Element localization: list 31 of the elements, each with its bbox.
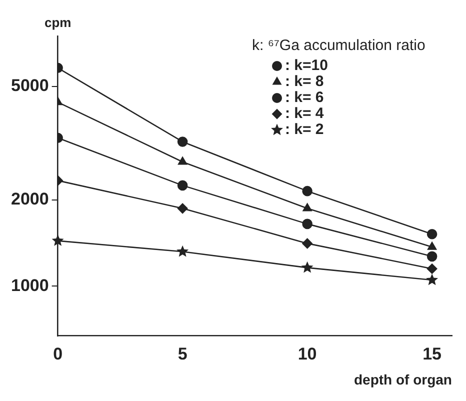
point xyxy=(177,203,188,214)
point xyxy=(176,245,189,257)
point xyxy=(302,186,312,196)
y-tick-label: 5000 xyxy=(10,76,49,96)
point xyxy=(301,261,314,273)
legend-title: k: ⁶⁷Ga accumulation ratio xyxy=(252,37,426,54)
legend-label: : k= 8 xyxy=(285,73,324,90)
point xyxy=(426,251,438,262)
legend-label: : k=10 xyxy=(285,57,328,74)
legend-label: : k= 4 xyxy=(285,105,324,122)
point xyxy=(178,156,188,165)
x-tick-label: 15 xyxy=(422,344,442,364)
y-tick-label: 2000 xyxy=(10,190,49,209)
point xyxy=(177,180,188,191)
point xyxy=(302,203,312,212)
legend-label: : k= 6 xyxy=(285,89,324,106)
x-tick-label: 10 xyxy=(298,344,317,364)
y-tick-label: 1000 xyxy=(10,276,49,295)
x-tick-label: 0 xyxy=(53,344,63,364)
x-tick-label: 5 xyxy=(178,344,188,364)
legend-label: : k= 2 xyxy=(285,121,324,138)
point xyxy=(177,136,188,147)
point xyxy=(426,228,438,240)
point xyxy=(52,234,64,246)
point xyxy=(426,264,438,274)
y-axis-title: cpm xyxy=(44,15,72,30)
point xyxy=(302,218,312,230)
point xyxy=(427,242,437,250)
point xyxy=(302,238,312,249)
point xyxy=(426,274,438,286)
x-axis-title: depth of organ xyxy=(354,371,452,388)
